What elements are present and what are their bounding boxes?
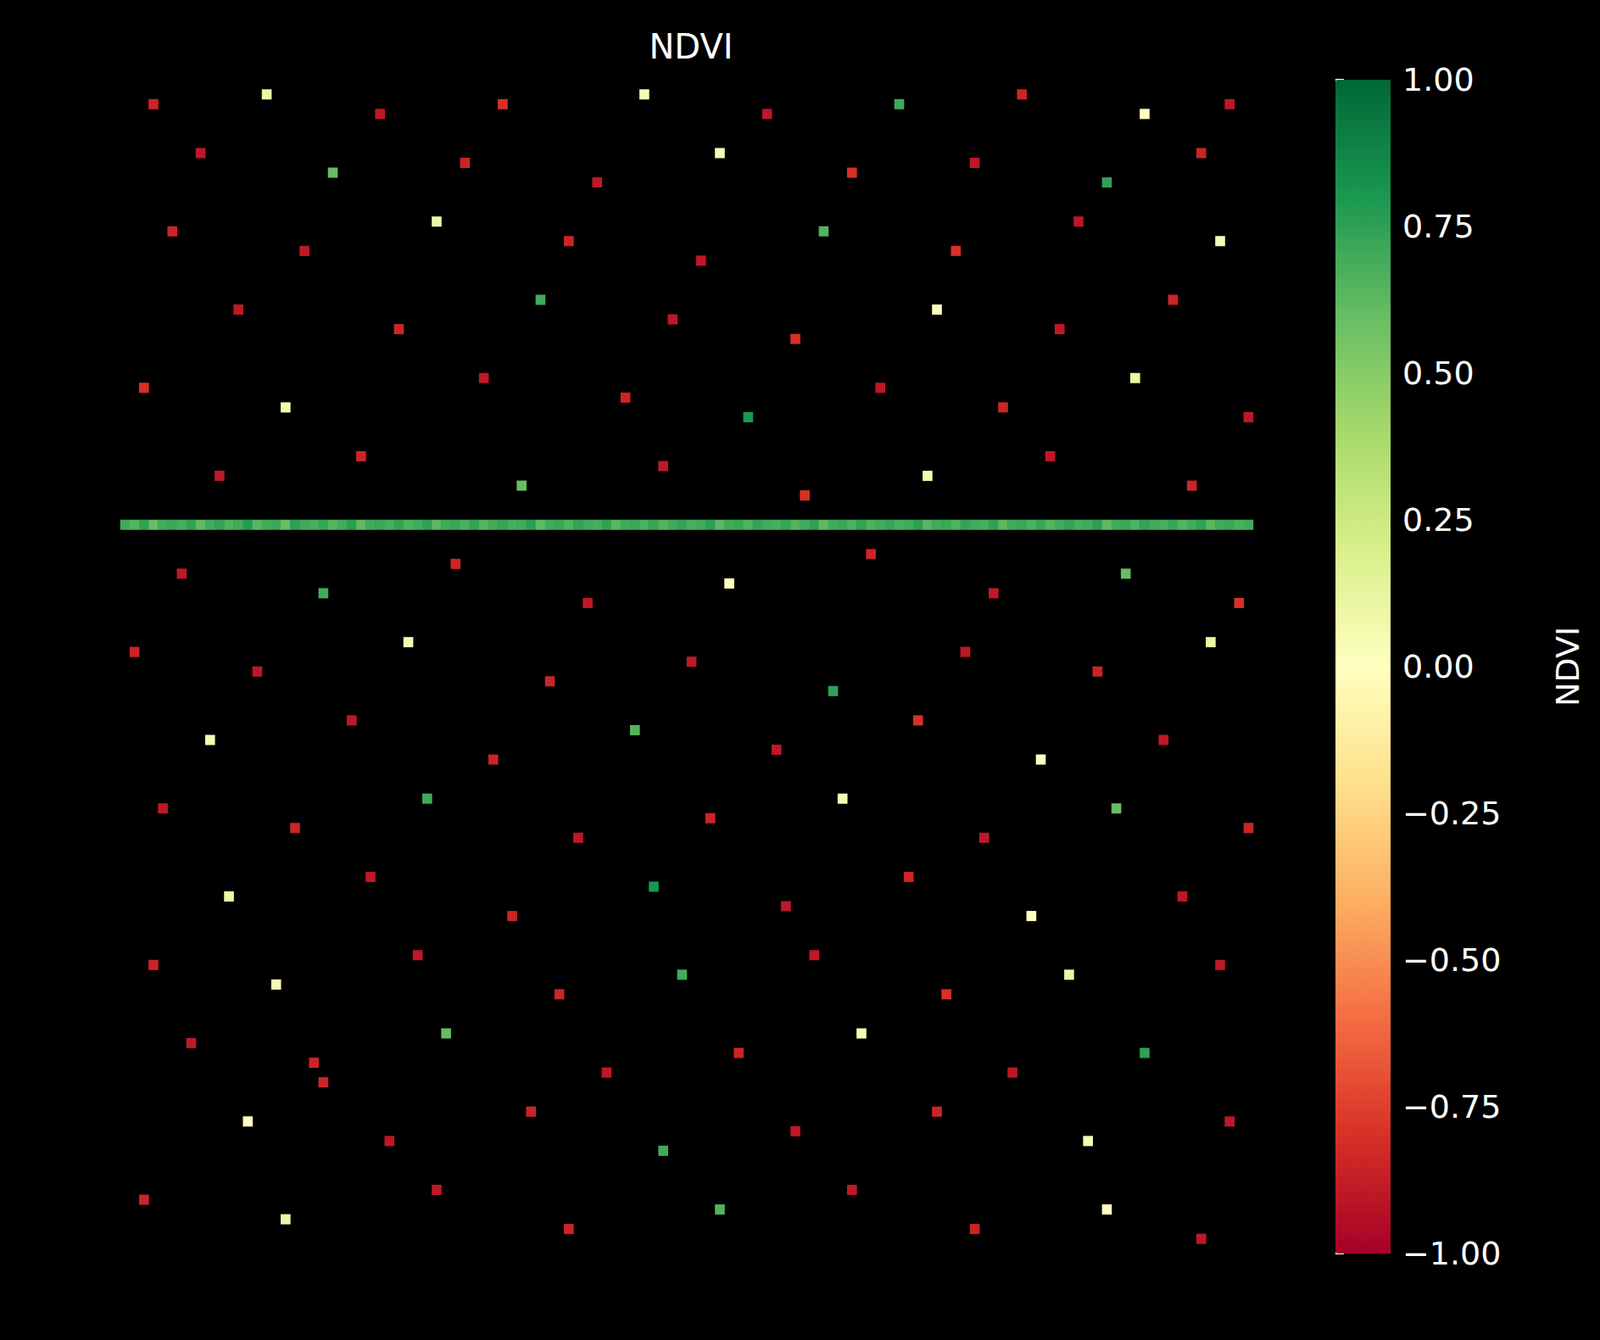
svg-text:0.00: 0.00 <box>1402 647 1475 686</box>
svg-text:0.75: 0.75 <box>1402 207 1475 246</box>
svg-text:0.25: 0.25 <box>1402 501 1475 539</box>
svg-text:NDVI: NDVI <box>648 27 733 67</box>
svg-text:−1.00: −1.00 <box>1402 1234 1501 1272</box>
svg-text:−0.25: −0.25 <box>1402 794 1501 832</box>
svg-text:−0.75: −0.75 <box>1402 1087 1501 1126</box>
svg-text:NDVI: NDVI <box>1549 626 1587 707</box>
svg-text:1.00: 1.00 <box>1402 61 1475 99</box>
svg-text:0.50: 0.50 <box>1402 354 1475 392</box>
svg-text:−0.50: −0.50 <box>1402 941 1501 979</box>
